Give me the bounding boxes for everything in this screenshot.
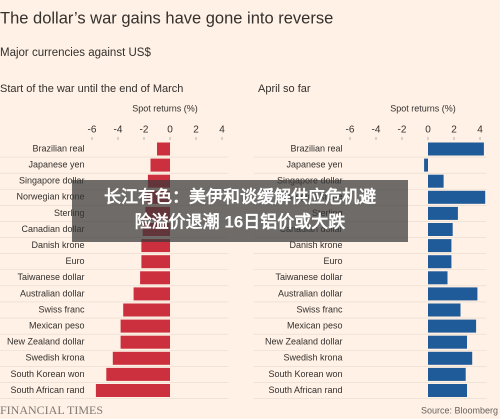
bar: [428, 223, 453, 236]
category-label: Sterling: [54, 208, 85, 218]
bar: [428, 303, 461, 317]
category-label: Norwegian krone: [16, 192, 84, 202]
bar: [428, 319, 477, 333]
bar: [123, 303, 170, 317]
source: Source: Bloomberg: [421, 405, 498, 415]
bar: [428, 335, 467, 349]
category-label: South African rand: [10, 385, 84, 395]
bar: [150, 158, 170, 172]
x-tick-label: -4: [114, 125, 123, 136]
bar: [106, 367, 170, 381]
axis-label: Spot returns (%): [132, 103, 198, 113]
bar: [428, 271, 448, 285]
category-label: Euro: [323, 256, 342, 266]
category-label: Danish krone: [31, 240, 84, 250]
x-tick-label: 2: [193, 125, 199, 136]
category-label: Brazilian real: [290, 143, 342, 153]
category-label: Mexican peso: [287, 320, 343, 330]
category-label: Swiss franc: [38, 304, 85, 314]
x-tick-label: -2: [398, 125, 407, 136]
category-label: South Korean won: [268, 369, 342, 379]
bar: [428, 255, 452, 269]
category-label: South Korean won: [10, 369, 84, 379]
x-tick-label: -4: [372, 125, 381, 136]
brand: FINANCIAL TIMES: [0, 403, 103, 417]
category-label: Brazilian real: [32, 143, 84, 153]
category-label: Japanese yen: [286, 159, 342, 169]
category-label: Swedish krona: [25, 353, 84, 363]
bar: [428, 142, 484, 156]
bar: [428, 239, 452, 253]
category-label: New Zealand dollar: [7, 337, 85, 347]
x-tick-label: 4: [219, 125, 225, 136]
panel-title: Start of the war until the end of March: [0, 83, 183, 95]
bar: [428, 206, 458, 220]
bar: [140, 271, 170, 285]
category-label: Singapore dollar: [19, 176, 85, 186]
category-label: Japanese yen: [28, 159, 84, 169]
overlay-line: 险溢价退潮 16日铝价或大跌: [135, 211, 347, 231]
axis-label: Spot returns (%): [390, 103, 456, 113]
category-label: South African rand: [268, 385, 342, 395]
category-label: Australian dollar: [20, 288, 85, 298]
x-tick-label: -2: [140, 125, 149, 136]
x-tick-label: -6: [88, 125, 97, 136]
x-tick-label: -6: [346, 125, 355, 136]
bar: [120, 319, 170, 333]
category-label: New Zealand dollar: [265, 337, 343, 347]
x-tick-label: 2: [451, 125, 457, 136]
bar: [428, 351, 473, 365]
bar: [95, 384, 170, 397]
x-tick-label: 4: [477, 125, 483, 136]
category-label: Danish krone: [289, 240, 342, 250]
bar: [428, 287, 478, 301]
subtitle: Major currencies against US$: [0, 47, 151, 59]
bar: [428, 190, 486, 204]
overlay-line: 长江有色：美伊和谈缓解供应危机避: [104, 186, 376, 206]
overlay-box: [72, 180, 408, 242]
panel-title: April so far: [258, 83, 311, 95]
chart-title: The dollar’s war gains have gone into re…: [0, 9, 333, 27]
bar: [428, 174, 444, 188]
category-label: Euro: [65, 256, 84, 266]
bar: [428, 384, 467, 397]
bar: [157, 142, 170, 156]
x-tick-label: 0: [425, 125, 431, 136]
category-label: Australian dollar: [278, 288, 343, 298]
category-label: Swedish krona: [283, 353, 342, 363]
category-label: Taiwanese dollar: [17, 272, 84, 282]
bar: [141, 239, 170, 253]
category-label: Canadian dollar: [21, 224, 84, 234]
bar: [428, 367, 466, 381]
category-label: Swiss franc: [296, 304, 343, 314]
bar: [141, 255, 170, 269]
x-tick-label: 0: [167, 125, 173, 136]
bar: [424, 158, 428, 172]
bar: [112, 351, 170, 365]
category-label: Taiwanese dollar: [275, 272, 342, 282]
category-label: Mexican peso: [29, 320, 85, 330]
bar: [133, 287, 170, 301]
bar: [120, 335, 170, 349]
